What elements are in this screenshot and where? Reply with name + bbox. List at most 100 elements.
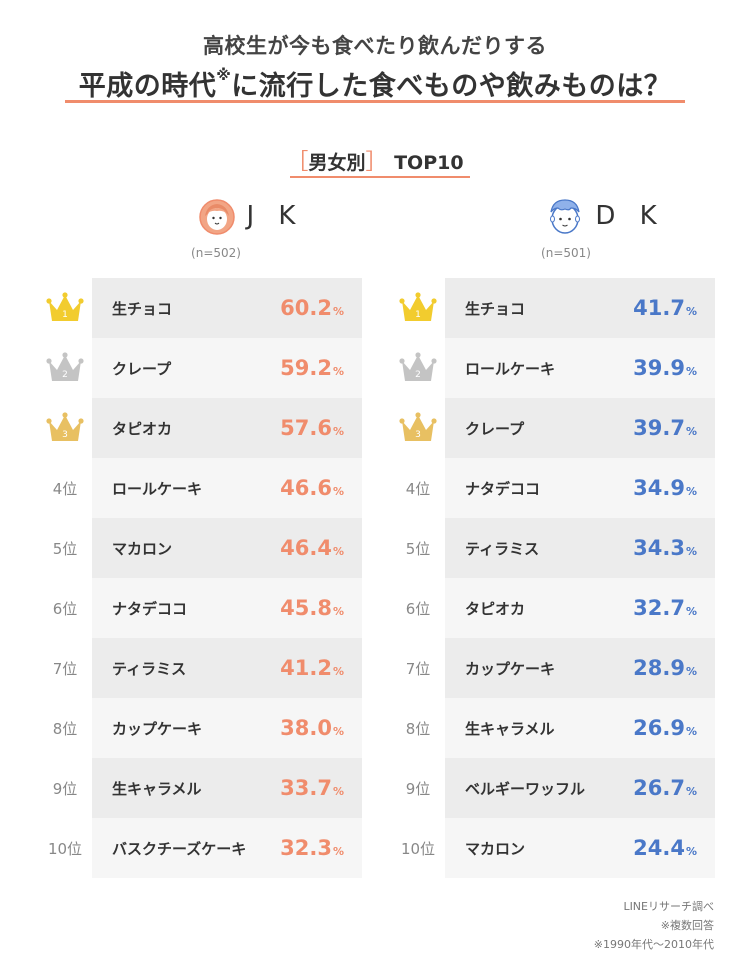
jk-row: 2 クレープ 59.2% (40, 338, 362, 398)
jk-value-unit: % (332, 664, 344, 678)
title-rest: に流行した食べものや飲みものは？ (231, 71, 672, 102)
svg-text:1: 1 (415, 310, 421, 320)
girl-avatar-icon (198, 199, 235, 235)
dk-value-unit: % (685, 304, 697, 318)
jk-group-name: J K (246, 201, 304, 231)
jk-value: 46.6% (280, 458, 344, 518)
dk-row: 1 生チョコ 41.7% (393, 278, 715, 338)
dk-rank-label: 5位 (405, 539, 431, 558)
jk-rank-label: 10位 (47, 839, 83, 858)
jk-row: 10位 バスクチーズケーキ 32.3% (40, 818, 362, 878)
jk-rank-label: 5位 (52, 539, 78, 558)
jk-value: 57.6% (280, 398, 344, 458)
section-underline (290, 176, 470, 178)
title-line-2: 平成の時代※に流行した食べものや飲みものは？ (0, 64, 750, 103)
dk-item-name: 生チョコ (465, 299, 526, 318)
dk-header: D K (505, 196, 705, 236)
svg-text:2: 2 (62, 370, 68, 380)
jk-value-number: 46.6 (280, 476, 332, 500)
svg-text:3: 3 (415, 430, 421, 440)
dk-value: 34.3% (633, 518, 697, 578)
dk-ranking-table: 1 生チョコ 41.7% 2 ロールケーキ 39.9% 3 クレープ 39.7% 4位 ナタデココ 3… (393, 278, 715, 878)
dk-rank-label: 4位 (405, 479, 431, 498)
title-line-1: 高校生が今も食べたり飲んだりする (203, 34, 547, 58)
jk-item-name: 生チョコ (112, 299, 173, 318)
dk-value: 34.9% (633, 458, 697, 518)
dk-value: 39.7% (633, 398, 697, 458)
jk-header: J K (150, 196, 350, 236)
jk-value-number: 60.2 (280, 296, 332, 320)
dk-value: 41.7% (633, 278, 697, 338)
dk-value-unit: % (685, 544, 697, 558)
jk-row-bg: カップケーキ (92, 698, 362, 758)
dk-item-name: ベルギーワッフル (465, 779, 586, 798)
dk-value-unit: % (685, 724, 697, 738)
dk-item-name: ナタデココ (465, 479, 541, 498)
dk-item-name: ロールケーキ (465, 359, 556, 378)
dk-group-name: D K (595, 201, 665, 231)
crown-icon: 3 (399, 412, 437, 441)
jk-value-unit: % (332, 364, 344, 378)
dk-item-name: マカロン (465, 839, 526, 858)
jk-item-name: ナタデココ (112, 599, 188, 618)
jk-item-name: 生キャラメル (112, 779, 202, 798)
jk-value: 38.0% (280, 698, 344, 758)
silver-crown-icon: 2 (40, 338, 90, 398)
dk-row-bg: 生チョコ (445, 278, 715, 338)
dk-value-number: 41.7 (633, 296, 685, 320)
jk-value: 59.2% (280, 338, 344, 398)
dk-row: 6位 タピオカ 32.7% (393, 578, 715, 638)
jk-rank-label: 4位 (52, 479, 78, 498)
section-suffix: TOP10 (394, 152, 464, 174)
dk-row-bg: ベルギーワッフル (445, 758, 715, 818)
jk-row: 6位 ナタデココ 45.8% (40, 578, 362, 638)
jk-value-unit: % (332, 724, 344, 738)
dk-row-bg: ナタデココ (445, 458, 715, 518)
section-label: 男女別 (308, 152, 366, 174)
dk-value-number: 39.9 (633, 356, 685, 380)
jk-row-bg: ロールケーキ (92, 458, 362, 518)
dk-row-bg: クレープ (445, 398, 715, 458)
jk-value-number: 32.3 (280, 836, 332, 860)
dk-row: 3 クレープ 39.7% (393, 398, 715, 458)
jk-value-unit: % (332, 604, 344, 618)
dk-row-bg: タピオカ (445, 578, 715, 638)
jk-value: 45.8% (280, 578, 344, 638)
jk-value-number: 57.6 (280, 416, 332, 440)
jk-rank-label: 9位 (52, 779, 78, 798)
crown-icon: 3 (46, 412, 84, 441)
dk-value-number: 39.7 (633, 416, 685, 440)
bracket-close: ］ (365, 150, 388, 175)
crown-icon: 2 (46, 352, 84, 381)
dk-value: 26.7% (633, 758, 697, 818)
bronze-crown-icon: 3 (393, 398, 443, 458)
dk-rank-label: 8位 (405, 719, 431, 738)
jk-row: 7位 ティラミス 41.2% (40, 638, 362, 698)
jk-item-name: ティラミス (112, 659, 187, 678)
title-footnote-mark: ※ (216, 66, 232, 84)
jk-sample-size: (n=502) (191, 246, 241, 260)
jk-item-name: タピオカ (112, 419, 173, 438)
jk-row: 4位 ロールケーキ 46.6% (40, 458, 362, 518)
dk-value-number: 32.7 (633, 596, 685, 620)
dk-value-number: 26.9 (633, 716, 685, 740)
jk-row-bg: ティラミス (92, 638, 362, 698)
dk-value-unit: % (685, 604, 697, 618)
jk-value: 32.3% (280, 818, 344, 878)
crown-icon: 1 (46, 292, 84, 321)
jk-value-unit: % (332, 424, 344, 438)
jk-item-name: マカロン (112, 539, 173, 558)
dk-row: 10位 マカロン 24.4% (393, 818, 715, 878)
jk-ranking-table: 1 生チョコ 60.2% 2 クレープ 59.2% 3 タピオカ 57.6% 4位 ロールケーキ 46… (40, 278, 362, 878)
dk-value: 39.9% (633, 338, 697, 398)
dk-row: 2 ロールケーキ 39.9% (393, 338, 715, 398)
footer-source: LINEリサーチ調べ (623, 900, 714, 913)
dk-value: 28.9% (633, 638, 697, 698)
dk-value-number: 28.9 (633, 656, 685, 680)
dk-value-unit: % (685, 364, 697, 378)
dk-value-unit: % (685, 424, 697, 438)
jk-value-unit: % (332, 304, 344, 318)
bracket-open: ［ (286, 150, 309, 175)
dk-row: 9位 ベルギーワッフル 26.7% (393, 758, 715, 818)
dk-item-name: カップケーキ (465, 659, 556, 678)
